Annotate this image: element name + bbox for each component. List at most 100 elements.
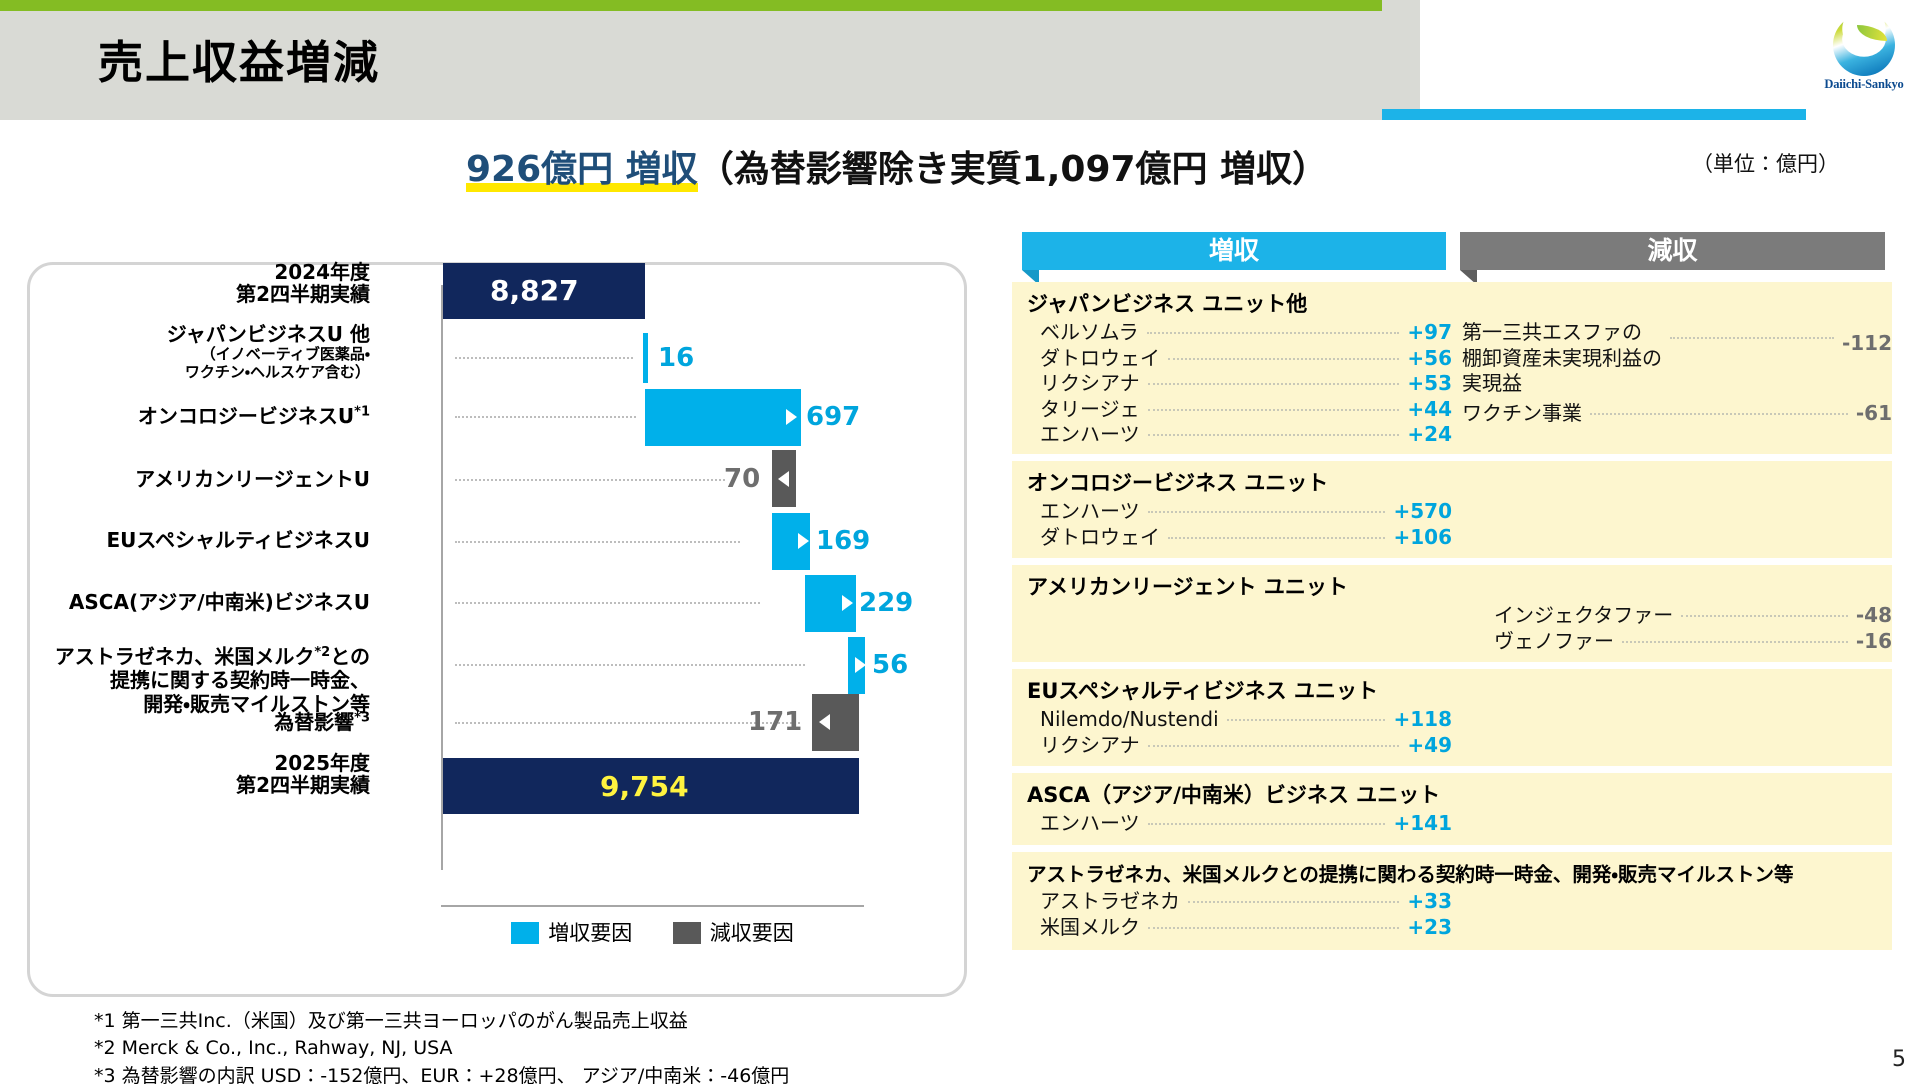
- decrease-header-notch-icon: [1460, 270, 1477, 285]
- item-amount: +24: [1407, 422, 1452, 447]
- list-item: 第一三共エスファの 棚卸資産未実現利益の 実現益 -112: [1452, 320, 1892, 397]
- detail-block-japan-bu: ジャパンビジネス ユニット他 ベルソムラ +97 ダトロウェイ +56 リクシア…: [1012, 282, 1892, 454]
- list-item: ダトロウェイ +56: [1012, 346, 1452, 372]
- row-label-japan-bu-sub2: ワクチン・ヘルスケア含む）: [184, 363, 370, 382]
- japan-bu-decrease-list: 第一三共エスファの 棚卸資産未実現利益の 実現益 -112 ワクチン事業 -61: [1452, 320, 1892, 448]
- list-item: ベルソムラ +97: [1012, 320, 1452, 346]
- list-item: インジェクタファー -48: [1452, 603, 1892, 629]
- leader-dots: [1147, 434, 1400, 437]
- row-label-fy2025: 2025年度 第2四半期実績: [236, 752, 370, 797]
- detail-block-oncology-bu-body: エンハーツ +570 ダトロウェイ +106: [1012, 499, 1892, 550]
- column-header-decrease-label: 減収: [1647, 236, 1698, 265]
- value-fy2025-total: 9,754: [600, 770, 689, 803]
- row-label-oncology-bu-footnote-marker: *1: [354, 404, 370, 420]
- header-green-rule: [0, 0, 1382, 11]
- item-name: ヴェノファー: [1494, 628, 1614, 653]
- leader-dots: [1147, 823, 1386, 825]
- detail-block-asca-title: ASCA（アジア/中南米）ビジネス ユニット: [1027, 783, 1441, 807]
- leader-dots: [1168, 357, 1400, 360]
- row-label-fx-impact-text: 為替影響: [274, 710, 355, 734]
- headline: 926億円 増収（為替影響除き実質1,097億円 増収）: [466, 140, 1328, 192]
- leader-line-oncology-bu: [455, 416, 636, 418]
- item-amount: +49: [1407, 732, 1452, 757]
- leader-line-asca-bu: [455, 602, 760, 604]
- row-label-partnership-line3: 開発・販売マイルストン等: [143, 691, 370, 716]
- row-label-japan-bu-line1: ジャパンビジネスU 他: [166, 322, 370, 346]
- item-amount: +97: [1407, 320, 1452, 344]
- bar-arrow-right-icon-oncology: [786, 409, 797, 425]
- column-header-increase-label: 増収: [1208, 236, 1259, 265]
- legend-swatch-increase-icon: [511, 922, 540, 944]
- american-regent-increase-list: [1012, 603, 1452, 654]
- detail-block-eu-specialty-body: Nilemdo/Nustendi +118 リクシアナ +49: [1012, 707, 1892, 758]
- row-label-fy2024: 2024年度 第2四半期実績: [236, 261, 370, 306]
- page-number: 5: [1892, 1047, 1906, 1072]
- row-label-partnership-footnote-marker: *2: [314, 645, 331, 660]
- header-cyan-rule: [1382, 109, 1806, 120]
- item-name: タリージェ: [1040, 396, 1140, 421]
- row-label-fx-impact-footnote-marker: *3: [354, 710, 370, 726]
- logo-wordmark: Daiichi-Sankyo: [1824, 77, 1904, 91]
- value-japan-bu: 16: [658, 343, 695, 373]
- unit-note: （単位：億円）: [1692, 152, 1839, 176]
- bar-arrow-right-icon-partnership: [855, 657, 866, 673]
- bar-fy2025-total: [443, 758, 859, 814]
- item-name: ダトロウェイ: [1040, 345, 1160, 370]
- asca-decrease-list: [1452, 811, 1892, 837]
- bar-oncology-bu: [645, 389, 801, 446]
- legend-item-increase: 増収要因: [511, 917, 632, 947]
- legend-item-decrease: 減収要因: [672, 917, 794, 947]
- detail-block-oncology-bu: オンコロジービジネス ユニット エンハーツ +570 ダトロウェイ +106: [1012, 461, 1892, 558]
- item-amount: +118: [1393, 707, 1452, 731]
- list-item: エンハーツ +570: [1012, 499, 1452, 525]
- footnotes: *1 第一三共Inc.（米国）及び第一三共ヨーロッパのがん製品売上収益 *2 M…: [94, 1008, 994, 1090]
- headline-highlight: 926億円 増収: [466, 149, 698, 192]
- oncology-bu-increase-list: エンハーツ +570 ダトロウェイ +106: [1012, 499, 1452, 550]
- row-label-fy2024-line2: 第2四半期実績: [236, 282, 370, 307]
- bar-arrow-right-icon-asca: [842, 595, 853, 611]
- row-label-oncology-bu: オンコロジービジネスU*1: [138, 404, 370, 428]
- leader-dots: [1147, 744, 1400, 747]
- detail-block-eu-specialty-title: EUスペシャルティビジネス ユニット: [1027, 679, 1378, 703]
- row-label-fx-impact: 為替影響*3: [274, 710, 370, 734]
- item-name: アストラゼネカ: [1040, 889, 1180, 913]
- american-regent-decrease-list: インジェクタファー -48 ヴェノファー -16: [1452, 603, 1892, 654]
- item-amount: +106: [1393, 524, 1452, 549]
- row-label-asca-bu-text: ASCA(アジア/中南米)ビジネスU: [68, 590, 370, 614]
- header-band: [0, 0, 1420, 120]
- company-logo: Daiichi-Sankyo: [1823, 14, 1905, 92]
- bar-fy2024-total: [443, 263, 645, 319]
- row-label-partnership-line2: 提携に関する契約時一時金、: [110, 668, 370, 693]
- row-label-partnership: アストラゼネカ、米国メルク*2との 提携に関する契約時一時金、 開発・販売マイル…: [55, 645, 370, 716]
- row-label-partnership-line1: アストラゼネカ、米国メルク: [54, 644, 315, 669]
- value-oncology-bu: 697: [806, 402, 861, 432]
- list-item: ダトロウェイ +106: [1012, 525, 1452, 551]
- row-label-american-regent-bu: アメリカンリージェントU: [135, 468, 370, 490]
- detail-block-american-regent: アメリカンリージェント ユニット インジェクタファー -48 ヴェノファー -1…: [1012, 565, 1892, 662]
- item-amount: -61: [1855, 400, 1892, 425]
- asca-increase-list: エンハーツ +141: [1012, 811, 1452, 837]
- item-name: インジェクタファー: [1494, 603, 1674, 627]
- leader-dots: [1148, 926, 1400, 929]
- leader-dots: [1147, 383, 1400, 386]
- detail-block-japan-bu-title: ジャパンビジネス ユニット他: [1027, 292, 1308, 316]
- leader-line-eu-specialty-bu: [455, 541, 740, 543]
- leader-dots: [1188, 901, 1400, 903]
- list-item: Nilemdo/Nustendi +118: [1012, 707, 1452, 733]
- item-amount: +33: [1407, 889, 1452, 913]
- oncology-bu-decrease-list: [1452, 499, 1892, 550]
- item-name: ダトロウェイ: [1040, 524, 1160, 549]
- detail-block-partnership-title: アストラゼネカ、米国メルクとの提携に関わる契約時一時金、開発・販売マイルストン等: [1027, 863, 1794, 886]
- value-partnership: 56: [872, 650, 909, 680]
- footnote-3: *3 為替影響の内訳 USD：-152億円、EUR：+28億円、 アジア/中南米…: [94, 1064, 790, 1087]
- item-amount: +23: [1407, 914, 1452, 939]
- item-name: エンハーツ: [1040, 811, 1140, 835]
- leader-dots: [1168, 536, 1386, 539]
- row-label-japan-bu: ジャパンビジネスU 他 （イノベーティブ医薬品・ ワクチン・ヘルスケア含む）: [166, 322, 370, 382]
- value-asca-bu: 229: [859, 588, 914, 618]
- column-header-decrease: 減収: [1460, 232, 1885, 285]
- footnote-2: *2 Merck & Co., Inc., Rahway, NJ, USA: [94, 1037, 453, 1060]
- item-name: 第一三共エスファの 棚卸資産未実現利益の 実現益: [1462, 320, 1662, 396]
- footnote-1: *1 第一三共Inc.（米国）及び第一三共ヨーロッパのがん製品売上収益: [94, 1010, 688, 1032]
- chart-y-axis: [441, 285, 443, 870]
